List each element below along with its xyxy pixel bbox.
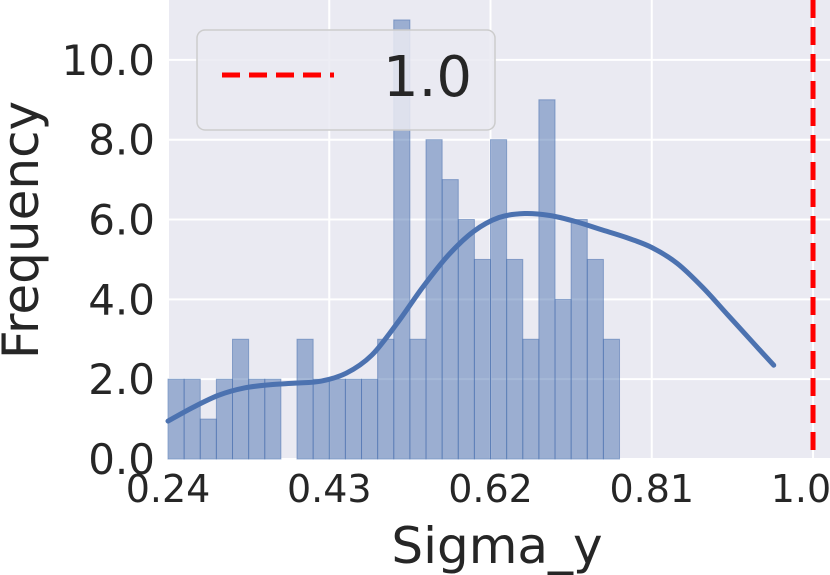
x-tick-label: 0.43: [287, 467, 372, 511]
histogram-bar: [522, 338, 540, 460]
x-tick-label: 0.24: [126, 467, 211, 511]
y-tick-label: 4.0: [88, 275, 155, 324]
y-tick-label: 8.0: [88, 116, 155, 165]
histogram-bar: [264, 378, 282, 460]
histogram-bar: [328, 378, 346, 460]
histogram-bar: [425, 139, 443, 460]
y-tick-labels: 0.0 2.0 4.0 6.0 8.0 10.0: [61, 36, 155, 484]
y-axis-label: Frequency: [0, 101, 50, 359]
histogram-bar: [570, 219, 588, 460]
histogram-bar: [554, 298, 572, 460]
histogram-bar: [457, 219, 475, 460]
y-tick-label: 10.0: [61, 36, 155, 85]
x-tick-labels: 0.24 0.43 0.62 0.81 1.00: [126, 467, 830, 511]
histogram-bar: [538, 99, 556, 460]
histogram-bars: [167, 19, 621, 460]
x-tick-label: 0.62: [448, 467, 533, 511]
histogram-bar: [409, 338, 427, 460]
histogram-bar: [506, 258, 524, 460]
legend-label: 1.0: [383, 45, 472, 110]
histogram-bar: [473, 258, 492, 460]
histogram-bar: [377, 338, 395, 460]
histogram-bar: [248, 378, 266, 460]
legend: 1.0: [196, 29, 496, 131]
x-axis-label: Sigma_y: [391, 517, 602, 575]
histogram-bar: [232, 338, 250, 460]
y-tick-label: 6.0: [88, 196, 155, 245]
kde-curve: [165, 210, 777, 424]
histogram-bar: [441, 179, 459, 460]
histogram-bar: [183, 378, 201, 460]
x-tick-label: 0.81: [609, 467, 694, 511]
histogram-bar: [602, 338, 621, 460]
histogram-bar: [199, 418, 217, 460]
legend-box: [196, 29, 496, 131]
histogram-bar: [296, 338, 314, 460]
x-tick-label: 1.00: [771, 467, 830, 511]
histogram-bar: [490, 139, 508, 460]
histogram-bar: [344, 378, 363, 460]
histogram-bar: [361, 378, 379, 460]
y-tick-label: 0.0: [88, 435, 155, 484]
histogram-bar: [586, 258, 604, 460]
histogram-bar: [312, 378, 330, 460]
y-tick-label: 2.0: [88, 355, 155, 404]
